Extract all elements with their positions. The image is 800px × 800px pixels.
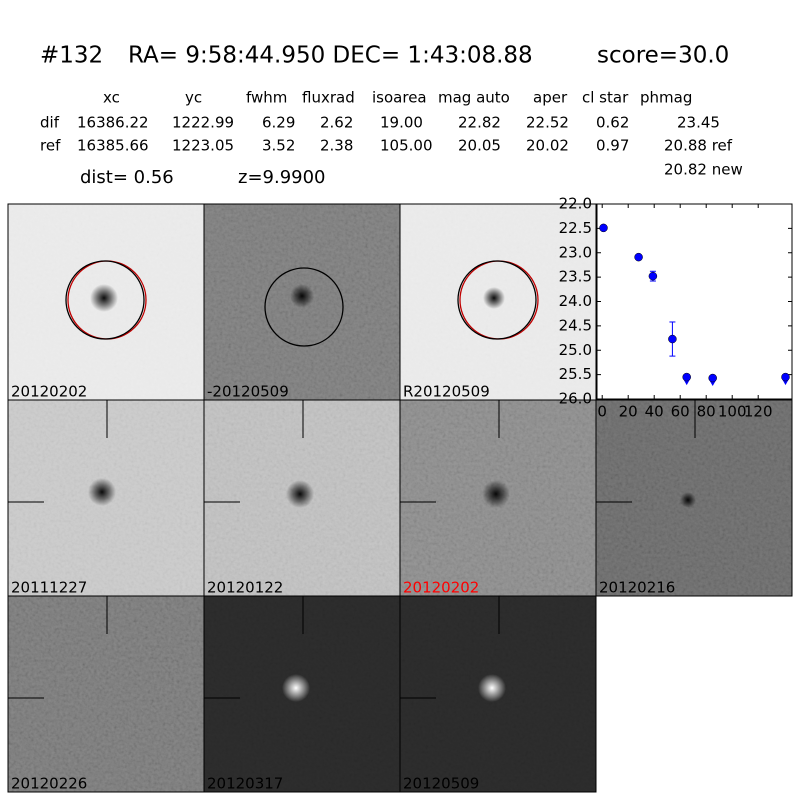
stamp-label: 20120216: [599, 579, 675, 597]
data-point: [781, 372, 790, 382]
x-tick-label: 60: [671, 403, 690, 421]
source: [680, 492, 696, 508]
score: score=30.0: [597, 43, 729, 69]
aperture-circle: [65, 260, 145, 340]
y-tick-label: 25.0: [559, 341, 592, 359]
stamp-label: 20120509: [403, 775, 479, 793]
y-tick-label: 26.0: [559, 390, 592, 408]
source: [483, 287, 505, 309]
table-cell: 16386.22: [77, 114, 149, 132]
column-header: phmag: [640, 89, 692, 107]
candidate-id: #132: [40, 43, 103, 69]
source: [290, 284, 314, 308]
stamp-label: 20120122: [207, 579, 283, 597]
data-point: [648, 271, 658, 281]
source: [478, 674, 506, 702]
aperture-circle: [457, 260, 537, 340]
data-point: [634, 252, 643, 262]
table-cell: 0.97: [596, 137, 629, 155]
data-point: [599, 223, 608, 233]
table-cell: 2.38: [320, 137, 353, 155]
y-tick-label: 24.0: [559, 292, 592, 310]
stamp-label: 20120202: [11, 383, 87, 401]
source: [482, 480, 510, 508]
coordinates: RA= 9:58:44.950 DEC= 1:43:08.88: [128, 43, 533, 69]
data-point: [708, 373, 717, 383]
table-cell: 1222.99: [172, 114, 234, 132]
column-header: yc: [185, 89, 202, 107]
source: [286, 480, 314, 508]
phmag-new: 20.82 new: [664, 161, 743, 179]
table-cell: 16385.66: [77, 137, 149, 155]
x-tick-label: 20: [619, 403, 638, 421]
plot-background: [596, 203, 793, 400]
table-cell: 20.05: [458, 137, 501, 155]
table-cell: 3.52: [262, 137, 295, 155]
y-tick-label: 23.5: [559, 268, 592, 286]
image-stamp: -20120509: [203, 203, 401, 401]
image-stamp: 20120202: [399, 399, 597, 597]
table-cell: 19.00: [380, 114, 423, 132]
y-tick-label: 22.5: [559, 219, 592, 237]
column-header: xc: [103, 89, 120, 107]
table-cell: 6.29: [262, 114, 295, 132]
source: [282, 674, 310, 702]
table-cell: 20.88 ref: [664, 137, 733, 155]
y-tick-label: 24.5: [559, 316, 592, 334]
table-cell: 105.00: [380, 137, 433, 155]
aperture-circle: [264, 267, 344, 347]
table-cell: 23.45: [677, 114, 720, 132]
y-tick-label: 22.0: [559, 195, 592, 213]
source: [88, 478, 116, 506]
x-tick-label: 0: [597, 403, 607, 421]
table-cell: 2.62: [320, 114, 353, 132]
column-header: fluxrad: [302, 89, 355, 107]
data-point: [668, 334, 677, 344]
x-tick-label: 40: [645, 403, 664, 421]
column-header: fwhm: [246, 89, 287, 107]
distance: dist= 0.56: [80, 167, 174, 188]
x-tick-label: 80: [697, 403, 716, 421]
table-cell: 22.82: [458, 114, 501, 132]
image-stamp: 20120509: [399, 595, 597, 793]
image-stamp: 20120317: [203, 595, 401, 793]
stamp-label: -20120509: [207, 383, 289, 401]
table-cell: dif: [40, 114, 60, 132]
y-tick-label: 25.5: [559, 365, 592, 383]
stamp-label: 20120226: [11, 775, 87, 793]
table-cell: ref: [40, 137, 61, 155]
image-stamp: 20120216: [595, 399, 793, 597]
image-stamp: 20120122: [203, 399, 401, 597]
data-point: [682, 372, 691, 382]
stamp-label: 20111227: [11, 579, 87, 597]
stamp-frame: [595, 399, 793, 597]
column-header: cl star: [582, 89, 629, 107]
stamp-label: 20120317: [207, 775, 283, 793]
column-header: mag auto: [438, 89, 510, 107]
image-stamp: 20120226: [7, 595, 205, 793]
table-cell: 22.52: [526, 114, 569, 132]
stamp-frame: [399, 595, 597, 793]
y-tick-label: 23.0: [559, 243, 592, 261]
stamp-label: 20120202: [403, 579, 479, 597]
table-cell: 20.02: [526, 137, 569, 155]
stamp-label: R20120509: [403, 383, 490, 401]
source: [90, 284, 118, 312]
image-stamp: R20120509: [399, 203, 597, 401]
column-header: aper: [533, 89, 568, 107]
redshift: z=9.9900: [238, 167, 326, 188]
image-stamp: 20120202: [7, 203, 205, 401]
table-cell: 0.62: [596, 114, 629, 132]
table-cell: 1223.05: [172, 137, 234, 155]
stamp-noise: [8, 596, 204, 792]
x-tick-label: 120: [744, 403, 773, 421]
x-tick-label: 100: [718, 403, 747, 421]
column-header: isoarea: [372, 89, 427, 107]
image-stamp: 20111227: [7, 399, 205, 597]
